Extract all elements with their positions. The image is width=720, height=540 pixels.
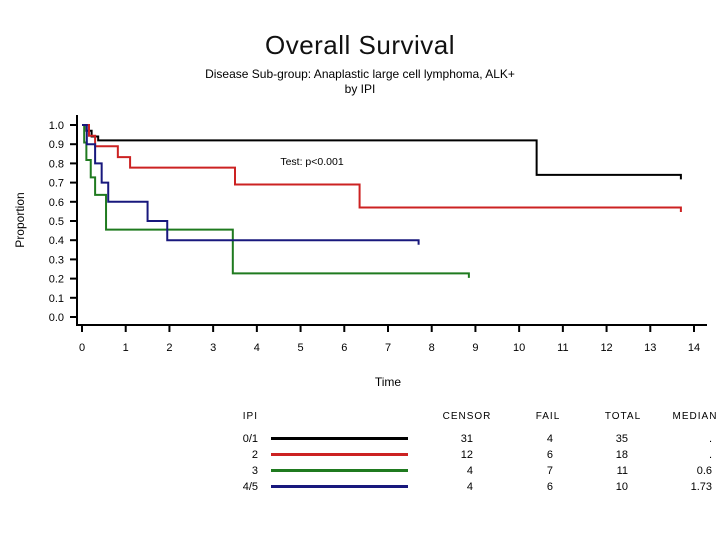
x-tick-label: 8	[429, 342, 435, 354]
chart-subtitle-line2: by IPI	[344, 82, 376, 96]
y-tick-label: 0.8	[49, 158, 64, 170]
chart-subtitle-line1: Disease Sub-group: Anaplastic large cell…	[205, 67, 515, 81]
x-tick-label: 3	[210, 342, 216, 354]
legend-row: 2 12 6 18.	[0, 447, 720, 463]
x-tick-label: 0	[79, 342, 85, 354]
legend-fail-value: 6	[546, 449, 553, 461]
x-tick-label: 13	[644, 342, 656, 354]
page-title: Overall Survival	[264, 30, 456, 60]
y-tick-label: 0.1	[49, 293, 64, 305]
legend-row: 4/5 4 6 10 1.73	[0, 479, 720, 495]
legend-row-ipi-label: 3	[251, 465, 258, 477]
legend-censor-value: 31	[460, 433, 473, 445]
legend-fail-value: 6	[546, 481, 553, 493]
survival-curve-ipi-2	[82, 124, 682, 213]
x-tick-label: 9	[472, 342, 478, 354]
x-tick-label: 2	[166, 342, 172, 354]
legend-median-value: .	[708, 433, 712, 445]
legend-median-value: 1.73	[690, 481, 712, 493]
x-tick-label: 10	[513, 342, 525, 354]
legend-total-value: 11	[616, 465, 628, 477]
legend-header-censor: CENSOR	[442, 411, 492, 422]
y-tick-label: 0.5	[49, 216, 64, 228]
legend-line-sample	[271, 469, 408, 472]
y-tick-label: 0.4	[49, 235, 64, 247]
legend-total-value: 10	[615, 481, 628, 493]
y-tick-label: 0.9	[49, 139, 64, 151]
legend-line-sample	[271, 453, 408, 456]
legend-total-value: 18	[615, 449, 628, 461]
y-tick-label: 0.0	[49, 312, 64, 324]
x-tick-label: 1	[123, 342, 129, 354]
legend-median-value: 0.6	[696, 465, 712, 477]
legend-censor-value: 4	[466, 465, 473, 477]
y-tick-label: 0.2	[49, 274, 64, 286]
legend-fail-value: 4	[546, 433, 553, 445]
x-tick-label: 11	[557, 342, 568, 354]
x-tick-label: 5	[298, 342, 304, 354]
x-tick-label: 14	[688, 342, 700, 354]
y-tick-label: 0.7	[49, 178, 64, 190]
x-tick-label: 6	[341, 342, 347, 354]
x-axis-title: Time	[375, 375, 402, 389]
survival-curve-ipi-3	[82, 124, 470, 278]
legend-row: 0/1 31 4 35.	[0, 431, 720, 447]
x-tick-label: 7	[385, 342, 391, 354]
legend-header-ipi: IPI	[242, 411, 258, 422]
legend-row: 3 4 7 11 0.6	[0, 463, 720, 479]
legend-header-fail: FAIL	[535, 411, 561, 422]
legend-median-value: .	[708, 449, 712, 461]
survival-curve-ipi-4-5	[82, 124, 420, 245]
legend-fail-value: 7	[546, 465, 553, 477]
legend-line-sample	[271, 437, 408, 440]
legend-censor-value: 12	[460, 449, 473, 461]
pvalue-annotation: Test: p<0.001	[280, 156, 343, 168]
legend-line-sample	[271, 485, 408, 488]
y-tick-label: 0.6	[49, 197, 64, 209]
y-tick-label: 1.0	[49, 120, 64, 132]
x-tick-label: 4	[254, 342, 260, 354]
legend-censor-value: 4	[466, 481, 473, 493]
y-tick-label: 0.3	[49, 254, 64, 266]
legend-header-total: TOTAL	[604, 411, 642, 422]
y-axis-title: Proportion	[13, 192, 27, 247]
x-tick-label: 12	[600, 342, 612, 354]
legend-row-ipi-label: 2	[251, 449, 258, 461]
legend-row-ipi-label: 4/5	[242, 481, 258, 493]
legend-total-value: 35	[615, 433, 628, 445]
legend-header-median: MEDIAN	[672, 411, 718, 422]
legend-row-ipi-label: 0/1	[242, 433, 258, 445]
